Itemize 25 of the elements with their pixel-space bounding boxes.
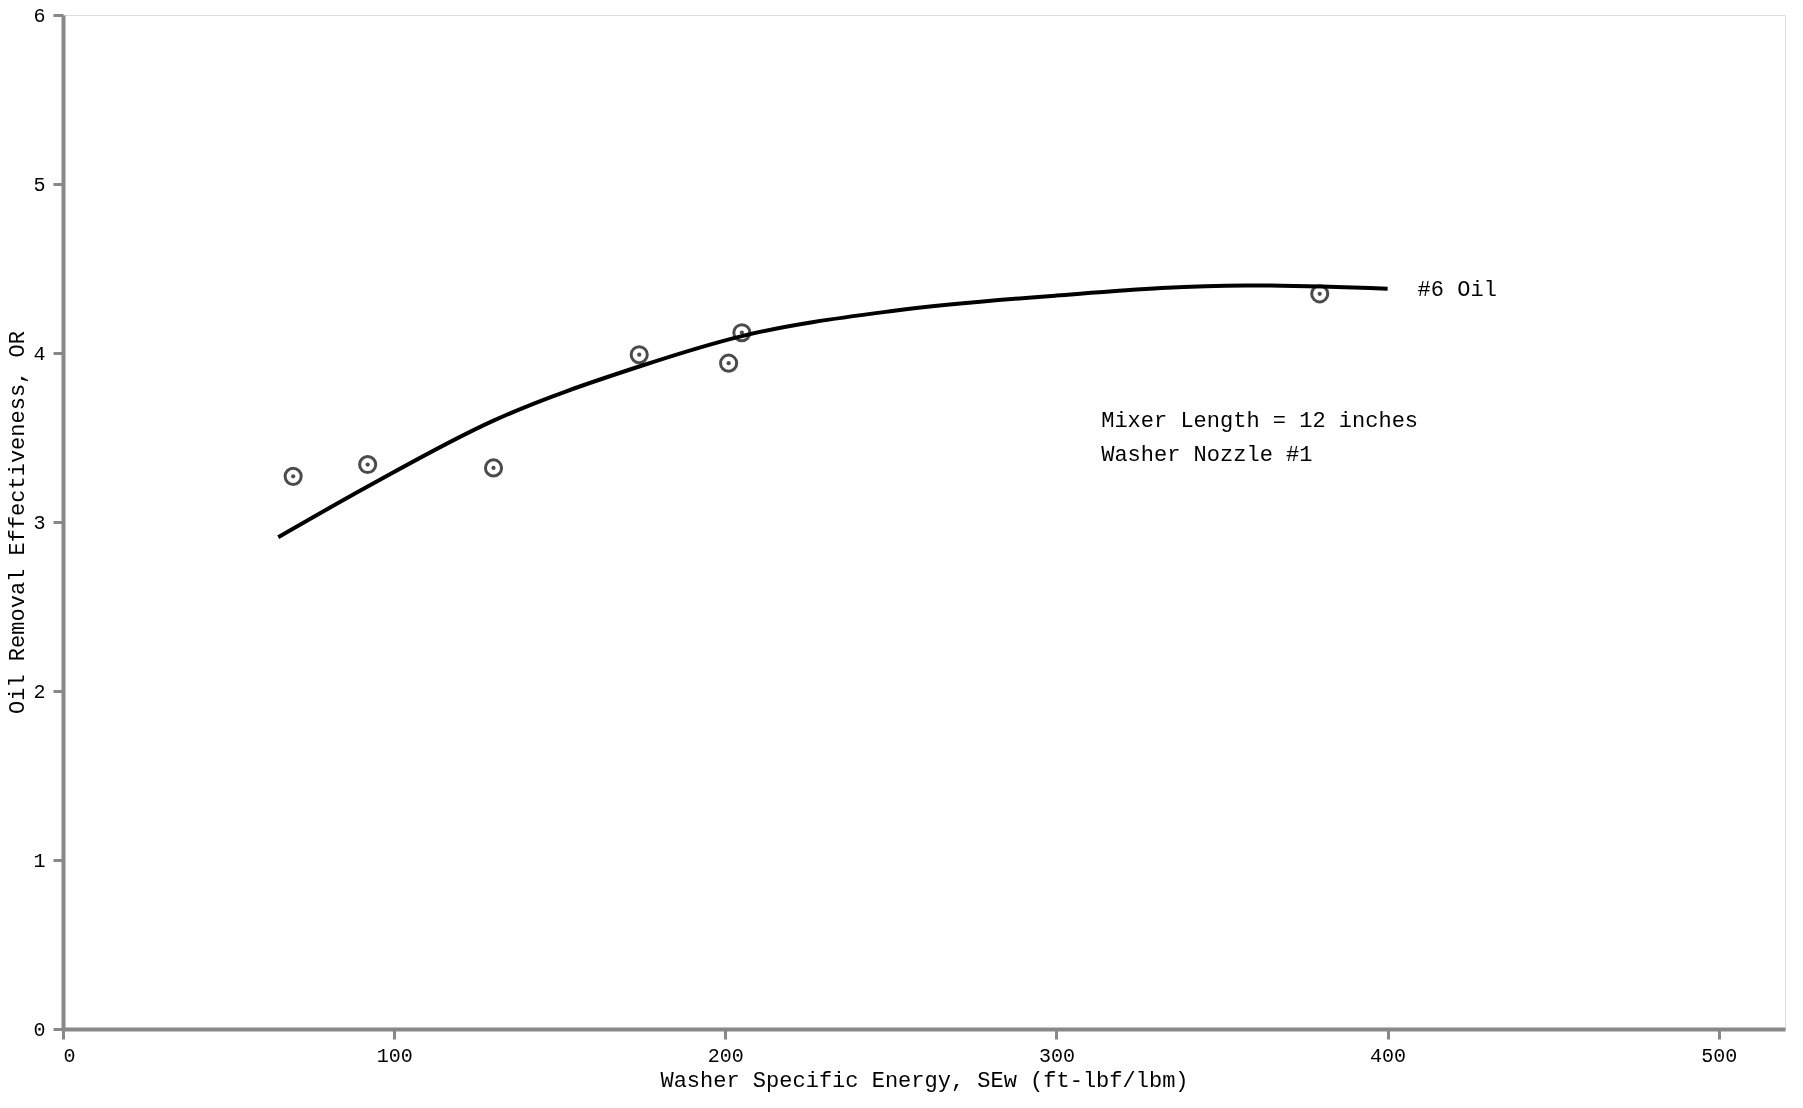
x-tick-label: 100	[376, 1044, 413, 1068]
y-tick-label: 5	[33, 173, 46, 197]
point	[283, 466, 303, 486]
x-tick-label: 300	[1038, 1044, 1075, 1068]
y-tick-label: 6	[33, 4, 46, 28]
y-axis-title: Oil Removal Effectiveness, OR	[6, 331, 32, 714]
x-tick-label: 500	[1701, 1044, 1738, 1068]
annotation: Washer Nozzle #1	[1101, 443, 1313, 469]
x-tick-label: 0	[63, 1044, 76, 1068]
point	[358, 454, 378, 475]
point	[719, 353, 739, 373]
point	[732, 323, 752, 343]
point	[629, 345, 649, 365]
annotation: Mixer Length = 12 inches	[1101, 409, 1419, 435]
y-tick-label: 3	[33, 511, 46, 535]
point	[1310, 284, 1330, 304]
y-tick-label: 4	[33, 342, 46, 366]
y-tick-label: 2	[33, 680, 46, 704]
series-label: #6 Oil	[1417, 277, 1497, 303]
x-tick-label: 200	[707, 1044, 744, 1068]
y-tick-label: 0	[33, 1018, 46, 1042]
x-tick-label: 400	[1370, 1044, 1407, 1068]
x-axis-title: Washer Specific Energy, SEw (ft-lbf/lbm)	[660, 1068, 1189, 1094]
point	[483, 458, 504, 478]
y-tick-label: 1	[33, 849, 46, 873]
